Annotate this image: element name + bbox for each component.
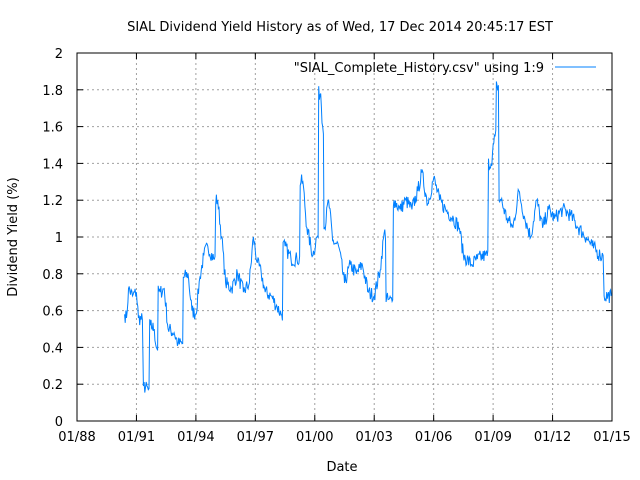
x-tick-label: 01/94 [177,430,214,445]
legend-label: "SIAL_Complete_History.csv" using 1:9 [294,61,544,76]
y-axis-label: Dividend Yield (%) [6,177,21,296]
y-tick-label: 0 [55,415,63,430]
chart-title: SIAL Dividend Yield History as of Wed, 1… [127,20,553,35]
y-tick-label: 1.2 [42,194,63,209]
y-tick-label: 2 [55,47,63,62]
x-tick-label: 01/12 [534,430,571,445]
y-tick-label: 0.4 [42,341,63,356]
x-tick-label: 01/88 [58,430,95,445]
x-tick-label: 01/09 [474,430,511,445]
y-tick-label: 1.6 [42,121,63,136]
x-axis-label: Date [326,460,357,475]
x-tick-label: 01/03 [355,430,392,445]
x-tick-labels: 01/88 01/91 01/94 01/97 01/00 01/03 01/06 01/09… [58,430,630,445]
y-tick-label: 0.2 [42,378,63,393]
y-tick-label: 1.4 [42,157,63,172]
y-tick-label: 0.6 [42,305,63,320]
x-tick-label: 01/91 [118,430,155,445]
y-tick-label: 0.8 [42,268,63,283]
series-line [124,81,612,393]
x-tick-label: 01/06 [415,430,452,445]
x-tick-label: 01/97 [237,430,274,445]
y-tick-label: 1.8 [42,84,63,99]
axis-ticks [76,52,613,422]
y-tick-label: 1 [55,231,63,246]
x-tick-label: 01/15 [593,430,630,445]
x-tick-label: 01/00 [296,430,333,445]
grid [77,53,612,421]
legend: "SIAL_Complete_History.csv" using 1:9 [294,61,596,76]
y-tick-labels: 0 0.2 0.4 0.6 0.8 1 1.2 1.4 1.6 1.8 2 [42,47,63,430]
